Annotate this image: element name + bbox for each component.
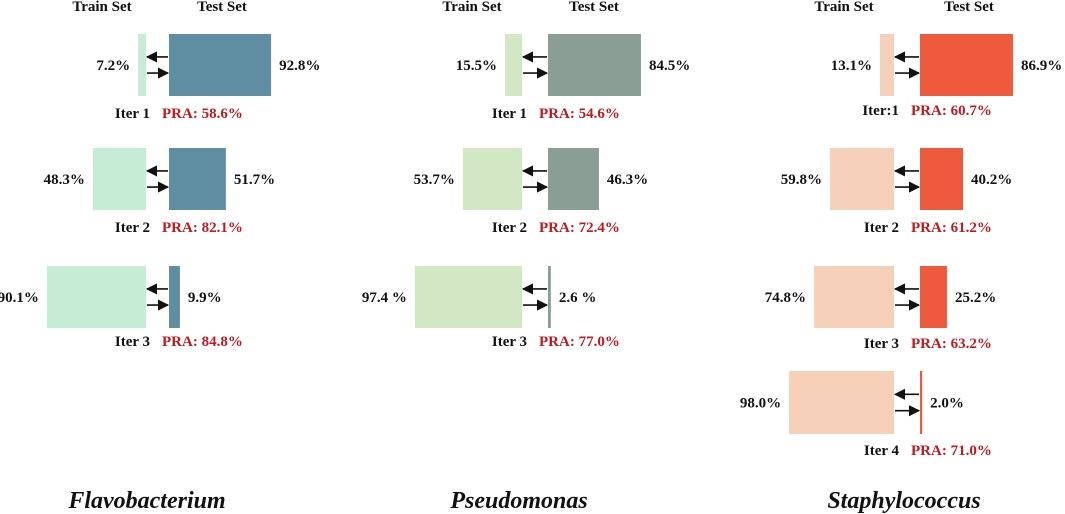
- pra-label: PRA: 60.7%: [911, 103, 992, 119]
- panel-pseudomonas-iterations: 15.5% 84.5% Iter 1 PRA: 54.6% 53.7% 46.3% Iter…: [362, 34, 690, 350]
- train-set-bar: [789, 371, 894, 434]
- panel-flavobacterium: Train Set Test Set 7.2% 92.8% Iter 1 PRA: 5…: [0, 0, 320, 514]
- test-pct-label: 92.8%: [279, 58, 320, 74]
- train-set-bar: [813, 266, 894, 328]
- train-pct-label: 7.2%: [96, 58, 130, 74]
- train-pct-label: 74.8%: [765, 290, 806, 306]
- train-pct-label: 15.5%: [456, 58, 497, 74]
- test-pct-label: 40.2%: [971, 172, 1012, 188]
- iteration-label: Iter 1: [115, 106, 150, 122]
- iteration-3: 74.8% 25.2% Iter 3 PRA: 63.2%: [765, 266, 996, 352]
- test-pct-label: 25.2%: [955, 290, 996, 306]
- test-pct-label: 86.9%: [1021, 58, 1062, 74]
- pra-label: PRA: 63.2%: [911, 336, 992, 352]
- train-set-bar: [414, 266, 522, 328]
- test-set-bar: [169, 148, 226, 210]
- pra-label: PRA: 54.6%: [539, 106, 620, 122]
- pra-label: PRA: 58.6%: [162, 106, 243, 122]
- iteration-label: Iter 2: [864, 220, 899, 236]
- genus-title: Pseudomonas: [449, 488, 587, 514]
- iteration-label: Iter:1: [862, 103, 899, 119]
- test-pct-label: 2.0%: [930, 396, 964, 412]
- train-pct-label: 90.1%: [0, 290, 39, 306]
- iteration-2: 59.8% 40.2% Iter 2 PRA: 61.2%: [781, 148, 1012, 236]
- test-set-bar: [548, 148, 599, 210]
- train-set-bar: [879, 34, 894, 96]
- test-set-bar: [920, 371, 923, 434]
- train-pct-label: 53.7%: [414, 172, 455, 188]
- train-set-bar: [138, 34, 146, 96]
- test-pct-label: 84.5%: [649, 58, 690, 74]
- test-pct-label: 51.7%: [234, 172, 275, 188]
- iteration-3: 90.1% 9.9% Iter 3 PRA: 84.8%: [0, 266, 243, 350]
- iteration-4: 98.0% 2.0% Iter 4 PRA: 71.0%: [740, 371, 992, 459]
- iteration-2: 48.3% 51.7% Iter 2 PRA: 82.1%: [44, 148, 275, 236]
- train-pct-label: 48.3%: [44, 172, 85, 188]
- train-set-bar: [830, 148, 894, 210]
- pra-label: PRA: 72.4%: [539, 220, 620, 236]
- iteration-label: Iter 3: [492, 334, 527, 350]
- iteration-label: Iter 3: [864, 336, 899, 352]
- train-set-header: Train Set: [814, 0, 873, 15]
- panel-staphylococcus-iterations: 13.1% 86.9% Iter:1 PRA: 60.7% 59.8% 40.2% Iter…: [740, 34, 1062, 459]
- train-set-header: Train Set: [442, 0, 501, 15]
- train-set-bar: [92, 148, 146, 210]
- test-set-bar: [548, 34, 641, 96]
- iteration-label: Iter 4: [864, 443, 900, 459]
- pra-label: PRA: 84.8%: [162, 334, 243, 350]
- panel-pseudomonas: Train Set Test Set 15.5% 84.5% Iter 1 PRA: …: [362, 0, 690, 514]
- pra-label: PRA: 71.0%: [911, 443, 992, 459]
- train-pct-label: 59.8%: [781, 172, 822, 188]
- test-set-header: Test Set: [569, 0, 619, 15]
- train-set-bar: [504, 34, 522, 96]
- iteration-1: 15.5% 84.5% Iter 1 PRA: 54.6%: [456, 34, 690, 122]
- test-pct-label: 2.6 %: [559, 290, 597, 306]
- test-set-bar: [169, 266, 180, 328]
- test-set-bar: [548, 266, 551, 328]
- train-pct-label: 13.1%: [831, 58, 872, 74]
- test-set-bar: [920, 266, 947, 328]
- iteration-label: Iter 2: [115, 220, 150, 236]
- train-pct-label: 98.0%: [740, 396, 781, 412]
- iteration-1: 13.1% 86.9% Iter:1 PRA: 60.7%: [831, 34, 1062, 119]
- test-pct-label: 46.3%: [607, 172, 648, 188]
- iteration-3: 97.4 % 2.6 % Iter 3 PRA: 77.0%: [362, 266, 620, 350]
- test-set-header: Test Set: [944, 0, 994, 15]
- test-set-header: Test Set: [197, 0, 247, 15]
- test-set-bar: [169, 34, 272, 96]
- panel-staphylococcus: Train Set Test Set 13.1% 86.9% Iter:1 PRA: …: [740, 0, 1062, 514]
- train-pct-label: 97.4 %: [362, 290, 407, 306]
- train-set-header: Train Set: [72, 0, 131, 15]
- test-pct-label: 9.9%: [188, 290, 222, 306]
- iteration-2: 53.7% 46.3% Iter 2 PRA: 72.4%: [414, 148, 648, 236]
- test-set-bar: [920, 34, 1013, 96]
- pra-label: PRA: 77.0%: [539, 334, 620, 350]
- train-set-bar: [46, 266, 146, 328]
- genus-title: Flavobacterium: [67, 488, 225, 514]
- pra-label: PRA: 82.1%: [162, 220, 243, 236]
- iteration-label: Iter 2: [492, 220, 527, 236]
- test-set-bar: [920, 148, 964, 210]
- pra-label: PRA: 61.2%: [911, 220, 992, 236]
- train-set-bar: [462, 148, 522, 210]
- genus-title: Staphylococcus: [827, 488, 980, 514]
- iteration-label: Iter 1: [492, 106, 527, 122]
- iteration-label: Iter 3: [115, 334, 150, 350]
- iteration-1: 7.2% 92.8% Iter 1 PRA: 58.6%: [96, 34, 320, 122]
- panel-flavobacterium-iterations: 7.2% 92.8% Iter 1 PRA: 58.6% 48.3% 51.7% Iter …: [0, 34, 320, 350]
